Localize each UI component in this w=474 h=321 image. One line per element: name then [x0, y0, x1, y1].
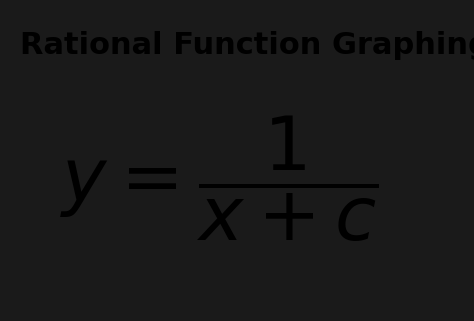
Text: $y = \dfrac{1}{x+c}$: $y = \dfrac{1}{x+c}$: [60, 113, 378, 244]
Text: Rational Function Graphing: Rational Function Graphing: [20, 31, 474, 60]
